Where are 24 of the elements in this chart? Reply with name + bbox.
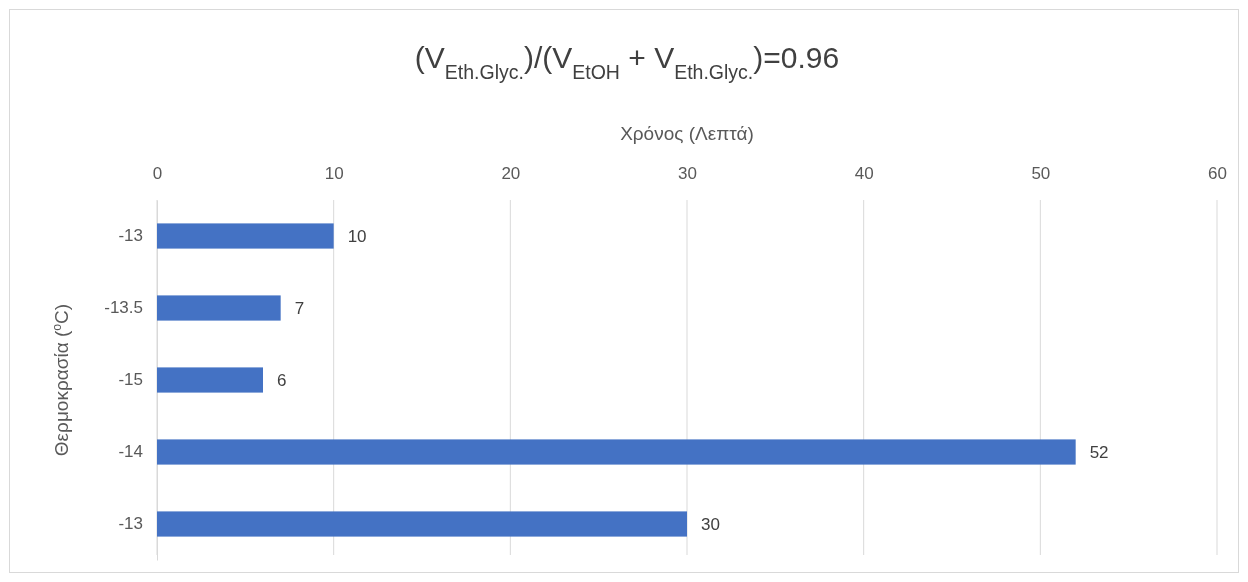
y-tick-label: -13 <box>118 514 143 534</box>
x-tick-label: 10 <box>324 164 344 183</box>
y-tick-label: -14 <box>118 442 143 462</box>
data-label: 52 <box>1089 442 1109 462</box>
bar <box>157 367 263 393</box>
chart-title: (V$_{Eth.Glyc.}$)/(V$_{EtOH}$ + V$_{Eth.Glyc.}$)=0.96 <box>414 41 840 83</box>
y-tick-label: -13 <box>118 226 143 246</box>
x-tick-label: 40 <box>854 164 874 183</box>
x-tick-label: 50 <box>1031 164 1051 183</box>
data-label: 30 <box>701 514 720 534</box>
data-label: 7 <box>294 298 305 318</box>
x-tick-label: 60 <box>1208 164 1227 183</box>
y-tick-label: -15 <box>118 370 143 390</box>
x-tick-label: 20 <box>501 164 521 183</box>
y-tick-label: -13.5 <box>104 298 143 318</box>
data-label: 6 <box>277 370 287 390</box>
x-tick-label: 30 <box>678 164 697 183</box>
data-label: 10 <box>347 226 367 246</box>
bar <box>157 439 1076 465</box>
bar <box>157 295 281 321</box>
bar <box>157 223 334 249</box>
bar <box>157 511 687 537</box>
x-axis-title: Χρόνος (Λεπτά) <box>620 123 754 144</box>
x-tick-label: 0 <box>152 164 163 183</box>
